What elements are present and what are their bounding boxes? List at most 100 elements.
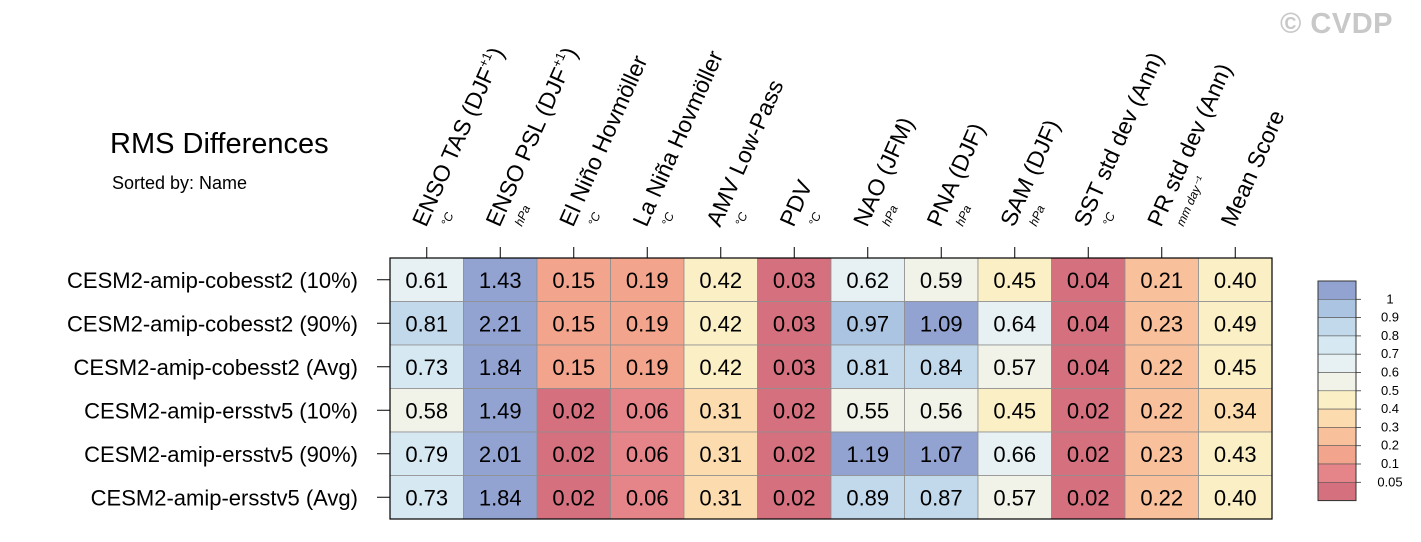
heatmap-cell: [1051, 431, 1126, 476]
column-unit: °C: [659, 210, 677, 228]
legend-label: 0.8: [1381, 328, 1399, 343]
heatmap-cell: [1124, 431, 1199, 476]
cell-value-label: 0.22: [1140, 355, 1183, 380]
cell-value-label: 0.22: [1140, 398, 1183, 423]
legend-swatch: [1317, 408, 1357, 428]
legend-swatch: [1317, 298, 1357, 318]
legend-label: 0.9: [1381, 310, 1399, 325]
heatmap-cell: [389, 301, 464, 346]
legend-label: 0.4: [1381, 401, 1399, 416]
heatmap-cell: [1051, 388, 1126, 433]
cell-value-label: 0.19: [626, 355, 669, 380]
cell-value-label: 0.04: [1067, 311, 1110, 336]
cell-value-label: 0.55: [846, 398, 889, 423]
column-unit: hPa: [879, 203, 901, 228]
cell-value-label: 1.19: [846, 442, 889, 467]
cell-value-label: 0.02: [1067, 485, 1110, 510]
heatmap-cell: [830, 388, 905, 433]
heatmap-cell: [389, 344, 464, 389]
heatmap-cell: [610, 475, 685, 520]
heatmap-cell: [830, 301, 905, 346]
row-label: CESM2-amip-cobesst2 (Avg): [74, 355, 358, 380]
heatmap-cell: [1124, 388, 1199, 433]
legend-swatch: [1317, 317, 1357, 337]
cell-value-label: 0.97: [846, 311, 889, 336]
column-label: Mean Score: [1215, 106, 1289, 230]
chart-title: RMS Differences: [110, 128, 329, 160]
cell-value-label: 1.84: [479, 355, 522, 380]
legend-label: 0.7: [1381, 346, 1399, 361]
heatmap-cell: [904, 431, 979, 476]
cell-value-label: 0.02: [552, 442, 595, 467]
legend-label: 0.1: [1381, 456, 1399, 471]
cell-value-label: 0.02: [552, 398, 595, 423]
chart-subtitle: Sorted by: Name: [112, 173, 248, 193]
cell-value-label: 0.73: [405, 355, 448, 380]
cell-value-label: 0.66: [993, 442, 1036, 467]
heatmap-cell: [1124, 301, 1199, 346]
cell-value-label: 0.87: [920, 485, 963, 510]
cell-value-label: 0.23: [1140, 442, 1183, 467]
cell-value-label: 0.58: [405, 398, 448, 423]
legend-label: 0.3: [1381, 419, 1399, 434]
heatmap-cell: [830, 344, 905, 389]
legend-label: 0.5: [1381, 383, 1399, 398]
heatmap-cell: [977, 344, 1052, 389]
heatmap-frame: [389, 257, 1273, 520]
cell-value-label: 0.62: [846, 268, 889, 293]
column-header: Mean Score: [1215, 106, 1289, 230]
row-label: CESM2-amip-cobesst2 (90%): [67, 311, 358, 336]
cell-value-label: 0.81: [405, 311, 448, 336]
legend-swatch: [1317, 335, 1357, 355]
heatmap-cell: [389, 475, 464, 520]
cell-value-label: 0.79: [405, 442, 448, 467]
column-unit: hPa: [512, 203, 534, 228]
legend-label: 0.05: [1377, 474, 1402, 489]
row-label: CESM2-amip-cobesst2 (10%): [67, 268, 358, 293]
legend-swatch: [1317, 280, 1357, 300]
heatmap-cell: [536, 388, 611, 433]
cell-value-label: 2.01: [479, 442, 522, 467]
cell-value-label: 0.84: [920, 355, 963, 380]
legend-swatch: [1317, 481, 1357, 501]
legend-swatch: [1317, 353, 1357, 373]
cell-value-label: 0.02: [1067, 442, 1110, 467]
heatmap-cell: [463, 388, 538, 433]
cell-value-label: 0.03: [773, 268, 816, 293]
legend-swatch: [1317, 372, 1357, 392]
column-unit: °C: [585, 210, 603, 228]
cell-value-label: 0.06: [626, 442, 669, 467]
heatmap-cell: [683, 301, 758, 346]
legend-label: 0.2: [1381, 438, 1399, 453]
heatmap-cell: [683, 431, 758, 476]
column-header: PNA (DJF)hPa: [921, 119, 989, 230]
column-unit: °C: [1100, 210, 1118, 228]
heatmap-cell: [830, 475, 905, 520]
heatmap-cell: [463, 475, 538, 520]
legend-swatch: [1317, 463, 1357, 483]
column-unit: hPa: [1026, 203, 1048, 228]
heatmap-cell: [683, 475, 758, 520]
cell-value-label: 0.15: [552, 311, 595, 336]
heatmap-cell: [1124, 257, 1199, 302]
column-unit: hPa: [953, 203, 975, 228]
cell-value-label: 0.04: [1067, 355, 1110, 380]
row-label: CESM2-amip-ersstv5 (10%): [84, 398, 358, 423]
heatmap-cell: [757, 344, 832, 389]
heatmap-cell: [463, 257, 538, 302]
cell-value-label: 0.56: [920, 398, 963, 423]
legend-swatch: [1317, 427, 1357, 446]
column-label: PNA (DJF): [921, 119, 989, 230]
cell-value-label: 0.04: [1067, 268, 1110, 293]
cell-value-label: 0.06: [626, 485, 669, 510]
cell-value-label: 0.34: [1214, 398, 1257, 423]
cell-value-label: 0.23: [1140, 311, 1183, 336]
heatmap-cell: [1198, 431, 1273, 476]
cell-value-label: 1.07: [920, 442, 963, 467]
legend-label: 0.6: [1381, 365, 1399, 380]
cell-value-label: 1.49: [479, 398, 522, 423]
cell-value-label: 0.22: [1140, 485, 1183, 510]
cell-value-label: 0.45: [993, 268, 1036, 293]
cell-value-label: 0.64: [993, 311, 1036, 336]
